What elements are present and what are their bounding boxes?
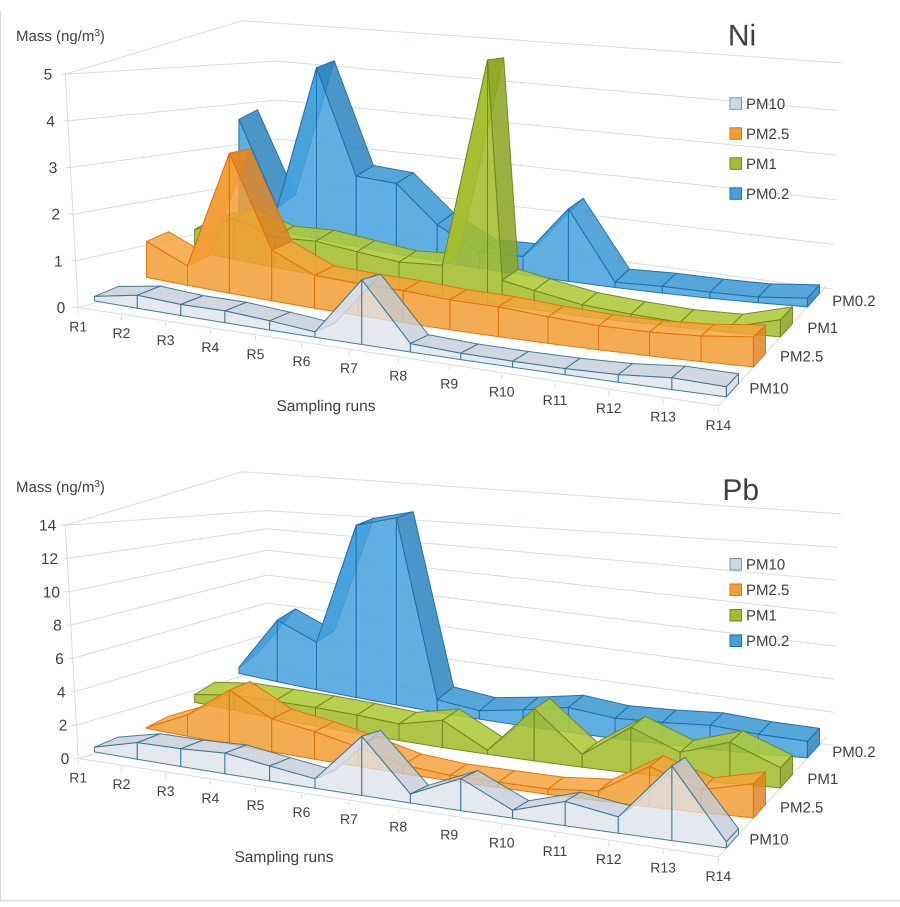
svg-text:R1: R1 <box>69 770 87 786</box>
svg-text:R14: R14 <box>705 417 731 433</box>
svg-text:R12: R12 <box>596 851 622 867</box>
svg-text:R13: R13 <box>650 859 676 875</box>
svg-text:R12: R12 <box>596 400 622 416</box>
svg-text:Mass (ng/m3): Mass (ng/m3) <box>16 28 105 45</box>
svg-text:R14: R14 <box>705 868 731 884</box>
svg-text:R1: R1 <box>69 319 87 335</box>
svg-text:PM0.2: PM0.2 <box>832 744 875 761</box>
svg-text:PM0.2: PM0.2 <box>832 293 875 310</box>
svg-text:R13: R13 <box>650 408 676 424</box>
svg-text:1: 1 <box>54 253 63 270</box>
svg-text:PM10: PM10 <box>746 557 785 574</box>
svg-text:R7: R7 <box>340 360 358 376</box>
svg-text:Pb: Pb <box>722 474 759 507</box>
svg-text:0: 0 <box>57 300 66 317</box>
svg-text:R11: R11 <box>543 392 568 408</box>
svg-text:8: 8 <box>53 618 62 635</box>
svg-text:PM2.5: PM2.5 <box>746 582 789 599</box>
svg-text:R5: R5 <box>247 346 265 362</box>
svg-text:R8: R8 <box>389 819 407 835</box>
svg-text:12: 12 <box>41 551 58 568</box>
svg-text:R10: R10 <box>489 384 515 400</box>
svg-text:10: 10 <box>43 584 61 601</box>
svg-text:PM0.2: PM0.2 <box>746 186 789 203</box>
svg-text:R9: R9 <box>440 376 458 392</box>
svg-text:R4: R4 <box>201 339 219 355</box>
svg-text:PM10: PM10 <box>749 381 788 398</box>
svg-text:Sampling runs: Sampling runs <box>276 398 375 415</box>
svg-text:R11: R11 <box>543 843 568 859</box>
svg-text:0: 0 <box>61 751 70 768</box>
svg-text:R8: R8 <box>389 368 407 384</box>
svg-text:PM2.5: PM2.5 <box>780 800 823 817</box>
svg-text:PM10: PM10 <box>746 96 785 113</box>
svg-text:R4: R4 <box>201 790 219 806</box>
svg-text:R3: R3 <box>157 332 175 348</box>
svg-text:14: 14 <box>39 518 57 535</box>
svg-text:3: 3 <box>49 160 58 177</box>
svg-text:R2: R2 <box>113 325 131 341</box>
svg-text:R6: R6 <box>293 353 311 369</box>
svg-text:4: 4 <box>46 113 55 130</box>
svg-text:PM1: PM1 <box>746 608 777 625</box>
svg-text:2: 2 <box>51 207 60 224</box>
svg-text:R9: R9 <box>440 827 458 843</box>
svg-text:PM0.2: PM0.2 <box>746 633 789 650</box>
svg-text:R6: R6 <box>293 804 311 820</box>
svg-text:PM2.5: PM2.5 <box>746 126 789 143</box>
svg-text:PM1: PM1 <box>807 320 838 337</box>
svg-text:PM10: PM10 <box>749 832 788 849</box>
svg-text:5: 5 <box>44 67 53 84</box>
svg-text:6: 6 <box>55 651 64 668</box>
svg-text:PM2.5: PM2.5 <box>780 349 823 366</box>
svg-text:Sampling runs: Sampling runs <box>234 849 333 866</box>
svg-text:R10: R10 <box>489 835 515 851</box>
svg-text:Ni: Ni <box>728 19 756 52</box>
svg-text:Mass (ng/m3): Mass (ng/m3) <box>16 479 105 496</box>
svg-text:R2: R2 <box>113 776 131 792</box>
svg-text:R5: R5 <box>247 797 265 813</box>
svg-text:PM1: PM1 <box>807 771 838 788</box>
svg-text:2: 2 <box>59 718 68 735</box>
svg-text:R7: R7 <box>340 811 358 827</box>
svg-text:R3: R3 <box>157 783 175 799</box>
svg-text:PM1: PM1 <box>746 156 777 173</box>
svg-text:4: 4 <box>57 684 66 701</box>
